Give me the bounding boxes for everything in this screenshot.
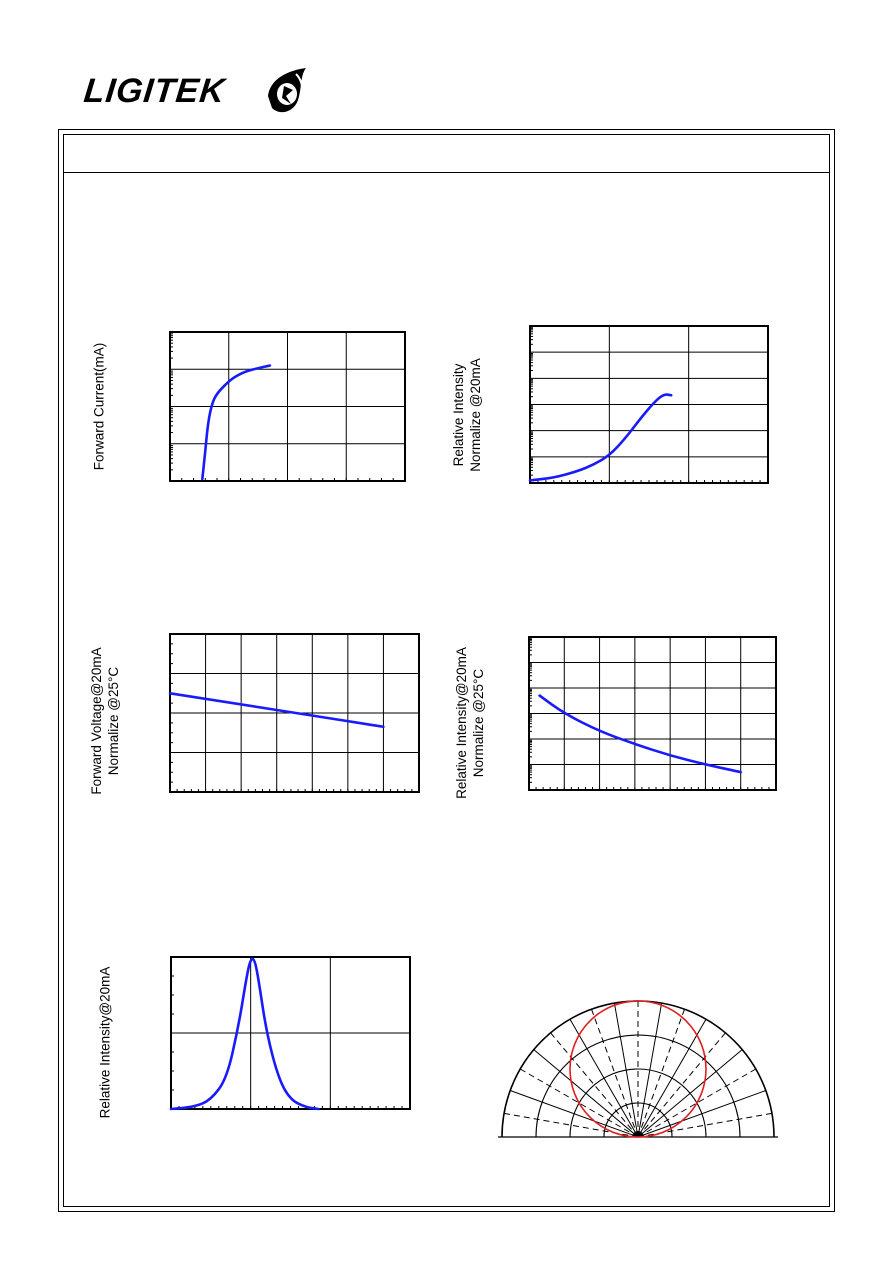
series-line bbox=[168, 692, 385, 729]
series-line bbox=[169, 957, 320, 1111]
brand-logo: LIGITEK bbox=[82, 66, 314, 118]
plot-area bbox=[528, 636, 777, 791]
polar-spoke bbox=[533, 1049, 639, 1138]
polar-spoke bbox=[569, 1018, 639, 1138]
brand-emblem-icon bbox=[268, 68, 306, 113]
polar-spoke bbox=[637, 1032, 726, 1138]
plot-area bbox=[169, 331, 406, 482]
polar-spoke bbox=[591, 1009, 639, 1138]
chart-spectral-distribution bbox=[169, 956, 411, 1111]
polar-spoke bbox=[637, 1090, 766, 1138]
polar-spoke bbox=[637, 1018, 707, 1138]
chart-relative-intensity-vs-current bbox=[528, 325, 769, 484]
polar-area bbox=[498, 1000, 778, 1138]
polar-ring bbox=[569, 1068, 707, 1138]
chart-forward-current bbox=[169, 331, 406, 482]
chart-radiation-pattern bbox=[498, 1000, 778, 1138]
radiation-curve bbox=[569, 1000, 707, 1138]
chart-relative-intensity-vs-temperature bbox=[528, 636, 777, 791]
plot-area bbox=[168, 633, 420, 793]
polar-spoke bbox=[637, 1009, 685, 1138]
polar-spoke bbox=[637, 1002, 663, 1138]
ylabel-forward-current: Forward Current(mA) bbox=[91, 342, 107, 471]
ylabel-line-1: Relative Intensity@20mA bbox=[454, 647, 469, 799]
ylabel-line-2: Normalize @25°C bbox=[471, 668, 486, 778]
series-line bbox=[201, 364, 272, 481]
polar-spoke bbox=[519, 1068, 639, 1138]
ylabel-line-1: Forward Voltage@20mA bbox=[89, 647, 104, 795]
outer-frame bbox=[58, 129, 835, 1212]
plot-area bbox=[169, 956, 411, 1111]
series-line bbox=[538, 694, 743, 774]
polar-spoke bbox=[550, 1032, 639, 1138]
ylabel-line-2: Normalize @25°C bbox=[106, 666, 121, 776]
polar-spoke bbox=[637, 1068, 757, 1138]
header-divider bbox=[63, 172, 829, 173]
polar-spoke bbox=[613, 1002, 639, 1138]
ylabel-relative-intensity-current: Relative Intensity Normalize @20mA bbox=[450, 340, 484, 490]
brand-name: LIGITEK bbox=[82, 72, 228, 110]
series-line bbox=[528, 393, 673, 482]
inner-frame bbox=[63, 134, 830, 1207]
ylabel-forward-voltage: Forward Voltage@20mA Normalize @25°C bbox=[88, 641, 122, 801]
ylabel-line-1: Relative Intensity bbox=[451, 363, 466, 467]
ylabel-line-2: Normalize @20mA bbox=[468, 358, 483, 472]
polar-spoke bbox=[510, 1090, 639, 1138]
polar-spoke bbox=[637, 1049, 743, 1138]
plot-area bbox=[528, 325, 769, 484]
ylabel-relative-intensity-temp: Relative Intensity@20mA Normalize @25°C bbox=[453, 638, 487, 808]
chart-forward-voltage-vs-temperature bbox=[168, 633, 420, 793]
ylabel-spectral: Relative Intensity@20mA bbox=[97, 966, 113, 1119]
